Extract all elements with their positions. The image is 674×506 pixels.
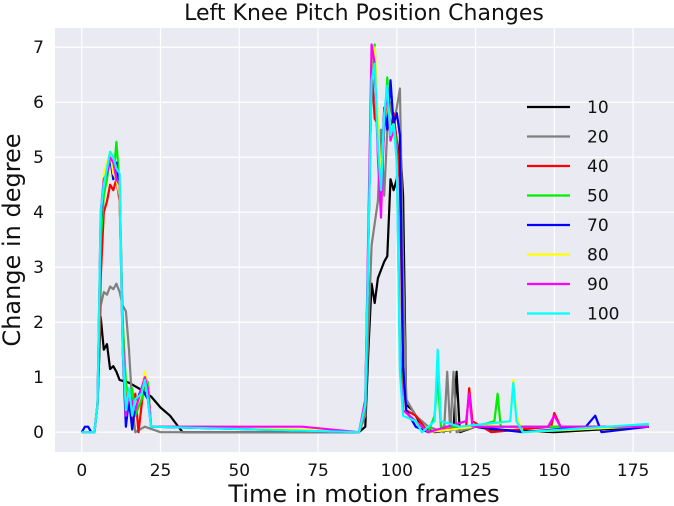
x-tick-label: 75 xyxy=(307,461,329,481)
x-tick-label: 125 xyxy=(459,461,491,481)
x-tick-label: 150 xyxy=(538,461,570,481)
y-tick-label: 1 xyxy=(33,368,44,388)
y-tick-label: 6 xyxy=(33,93,44,113)
legend-label-80: 80 xyxy=(587,246,609,266)
y-axis-label: Change in degree xyxy=(0,133,26,346)
x-tick-label: 100 xyxy=(381,461,413,481)
chart-title: Left Knee Pitch Position Changes xyxy=(184,1,544,26)
plot-area xyxy=(55,28,674,452)
x-tick-label: 50 xyxy=(228,461,250,481)
legend-label-50: 50 xyxy=(587,187,609,207)
legend-label-70: 70 xyxy=(587,216,609,236)
y-tick-label: 4 xyxy=(33,203,44,223)
legend-label-90: 90 xyxy=(587,275,609,295)
legend-label-10: 10 xyxy=(587,98,609,118)
x-axis-label: Time in motion frames xyxy=(227,480,499,506)
legend-label-20: 20 xyxy=(587,128,609,148)
legend-label-40: 40 xyxy=(587,157,609,177)
x-tick-label: 175 xyxy=(617,461,649,481)
legend-label-100: 100 xyxy=(587,305,619,325)
x-tick-label: 0 xyxy=(76,461,87,481)
y-tick-label: 2 xyxy=(33,313,44,333)
y-tick-label: 5 xyxy=(33,148,44,168)
x-tick-label: 25 xyxy=(150,461,172,481)
y-tick-label: 7 xyxy=(33,38,44,58)
series-line-100 xyxy=(81,62,649,434)
y-tick-label: 3 xyxy=(33,258,44,278)
y-tick-label: 0 xyxy=(33,423,44,443)
